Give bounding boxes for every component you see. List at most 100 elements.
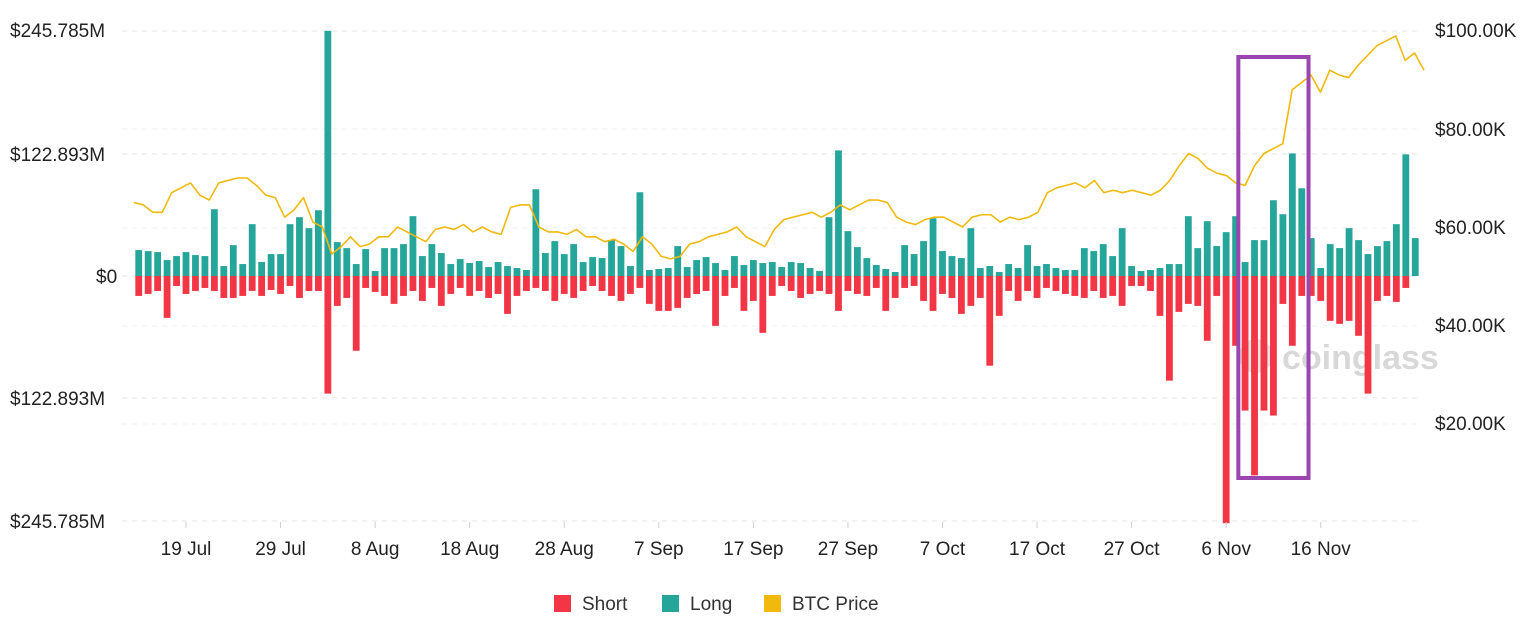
long-bar [1109, 256, 1117, 276]
legend-item-btc-price[interactable]: BTC Price [764, 594, 879, 615]
long-bar [305, 228, 313, 276]
long-bar [1175, 264, 1183, 276]
short-bar [314, 276, 322, 291]
long-bar [135, 250, 143, 276]
long-bar [494, 262, 502, 276]
short-bar [1336, 276, 1344, 324]
short-bar [1203, 276, 1211, 341]
long-bar [570, 244, 578, 276]
short-bar [1270, 276, 1277, 416]
short-bar [1326, 276, 1334, 321]
short-bar [494, 276, 502, 294]
short-bar [901, 276, 909, 288]
y-right-tick: $40.00K [1435, 316, 1506, 337]
x-tick-label: 27 Oct [1104, 539, 1161, 560]
y-right-tick: $20.00K [1435, 414, 1506, 435]
long-bar [853, 247, 861, 276]
short-bar [1213, 276, 1221, 296]
short-bar [239, 276, 247, 296]
short-bar [504, 276, 511, 314]
long-bar [844, 231, 852, 276]
legend-item-short[interactable]: Short [554, 594, 628, 615]
short-bar [456, 276, 464, 288]
short-bar [1090, 276, 1098, 291]
short-bar [608, 276, 615, 296]
short-bar [163, 276, 171, 318]
short-bar [1402, 276, 1410, 288]
long-bar [1080, 248, 1088, 276]
short-bar [201, 276, 209, 288]
long-bar [1222, 232, 1230, 276]
long-bar [1270, 200, 1277, 276]
short-bar [645, 276, 653, 304]
y-left-tick: $245.785M [10, 512, 105, 533]
short-bar [466, 276, 474, 296]
long-bar [551, 241, 559, 276]
long-bar [759, 263, 767, 276]
long-bar [201, 256, 209, 276]
long-bar [258, 262, 266, 276]
short-bar [570, 276, 578, 298]
short-bar [1109, 276, 1117, 296]
long-bar [683, 267, 691, 276]
short-bar [759, 276, 767, 333]
long-bar [560, 254, 568, 276]
short-bar [1194, 276, 1202, 306]
long-bar [447, 264, 455, 276]
short-bar [1147, 276, 1154, 291]
long-bar [381, 248, 388, 276]
short-bar [1080, 276, 1088, 298]
short-bar [182, 276, 190, 294]
x-tick-label: 6 Nov [1201, 539, 1251, 560]
long-bar [749, 260, 757, 276]
x-tick-label: 17 Sep [723, 539, 783, 560]
long-bar [513, 268, 521, 276]
long-bar [248, 224, 256, 276]
short-bar [768, 276, 776, 296]
long-bar [314, 210, 322, 276]
y-left-tick: $122.893M [10, 145, 105, 166]
long-bar [1128, 266, 1135, 276]
short-bar [343, 276, 351, 298]
long-bar [362, 249, 370, 276]
long-bar [437, 253, 445, 276]
short-bar [192, 276, 199, 291]
x-tick-label: 28 Aug [535, 539, 594, 560]
x-tick-label: 29 Jul [255, 539, 306, 560]
long-bar [1317, 268, 1325, 276]
y-right-tick: $80.00K [1435, 120, 1506, 141]
short-bar [1317, 276, 1325, 301]
short-bar [806, 276, 814, 294]
short-bar [1355, 276, 1362, 336]
long-bar [1345, 228, 1353, 276]
long-bar [267, 254, 275, 276]
short-bar [381, 276, 388, 296]
long-bar [957, 258, 965, 276]
short-bar [939, 276, 946, 294]
long-bar [541, 253, 549, 276]
short-bar [825, 276, 833, 294]
long-bar [797, 263, 805, 276]
legend-item-long[interactable]: Long [662, 594, 732, 615]
short-bar [352, 276, 360, 351]
long-bar [872, 265, 880, 276]
x-tick-label: 17 Oct [1009, 539, 1066, 560]
short-bar [1279, 276, 1287, 304]
short-bar [210, 276, 218, 291]
short-bar [333, 276, 341, 306]
btc-price-line [133, 35, 1425, 260]
short-bar [371, 276, 379, 292]
long-bar [371, 271, 379, 276]
long-bar [220, 266, 228, 276]
short-bar [920, 276, 927, 301]
x-tick-label: 7 Oct [920, 539, 966, 560]
short-bar [541, 276, 549, 291]
short-bar [1137, 276, 1145, 286]
short-bar [437, 276, 445, 306]
short-bar [1298, 276, 1306, 296]
short-bar [1128, 276, 1135, 286]
short-bar [1383, 276, 1391, 296]
short-bar [560, 276, 568, 294]
long-bar [192, 255, 199, 276]
